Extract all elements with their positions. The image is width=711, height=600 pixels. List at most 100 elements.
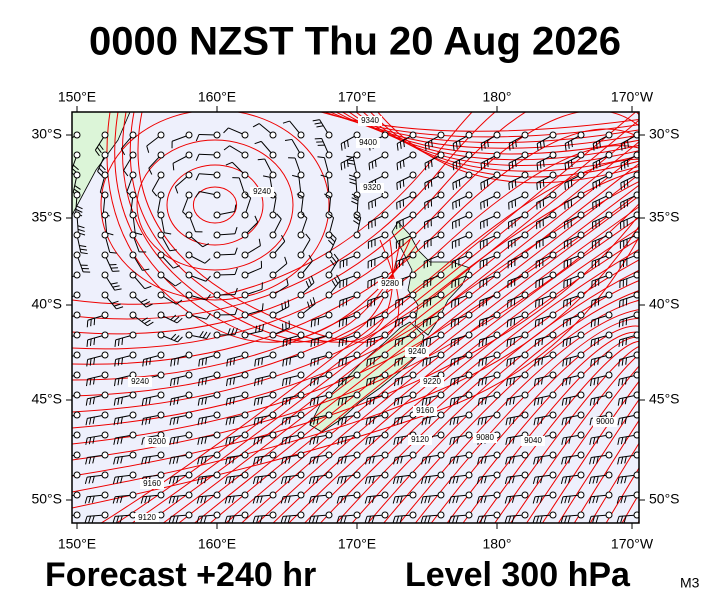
barb-feather (534, 339, 537, 347)
barb-feather (589, 437, 592, 445)
station (549, 171, 557, 179)
barb-feather (453, 417, 456, 425)
station (465, 391, 473, 399)
station (213, 211, 221, 219)
station (577, 451, 585, 459)
station (185, 351, 193, 359)
barb-feather (480, 476, 484, 484)
barb-feather (149, 357, 152, 365)
barb-feather (400, 397, 403, 405)
barb-feather (373, 377, 375, 385)
barb-feather (317, 377, 319, 385)
station (353, 311, 361, 319)
contour (72, 112, 639, 350)
station (465, 231, 473, 239)
barb-feather (399, 181, 402, 189)
contour-label-box (593, 417, 617, 427)
barb-feather (346, 159, 349, 167)
station (549, 271, 557, 279)
station (549, 291, 557, 299)
contour-label-box (360, 183, 384, 193)
station (213, 331, 221, 339)
station (521, 391, 529, 399)
barb-feather (66, 358, 67, 365)
contour (225, 195, 639, 523)
barb-feather (429, 357, 432, 365)
station (297, 311, 305, 319)
barb-feather (317, 318, 320, 326)
station (73, 131, 81, 139)
station (157, 211, 165, 219)
station (325, 271, 333, 279)
contour (367, 290, 639, 523)
barb-feather (393, 398, 396, 406)
barb-feather (509, 417, 512, 425)
barb-feather (349, 181, 357, 185)
station (185, 371, 193, 379)
contour-label: 9240 (131, 377, 149, 386)
barb-feather (481, 397, 484, 405)
barb-feather (450, 320, 453, 328)
barb-feather (506, 379, 508, 387)
barb-feather (91, 495, 95, 503)
station (633, 351, 639, 359)
station (353, 271, 361, 279)
barb-feather (369, 417, 372, 425)
barb-feather (459, 140, 461, 148)
barb-feather (287, 515, 291, 523)
station (129, 151, 137, 159)
barb-feather (455, 141, 458, 149)
station (73, 471, 81, 479)
barb-feather (617, 418, 620, 426)
barb-feather (57, 477, 59, 484)
barb-feather (72, 164, 79, 171)
barb-feather (144, 456, 148, 464)
station (157, 231, 165, 239)
station (381, 371, 389, 379)
barb-feather (454, 319, 456, 327)
station (101, 431, 109, 439)
station (437, 491, 445, 499)
barb-feather (449, 418, 452, 426)
barb-feather (91, 515, 95, 523)
station (577, 171, 585, 179)
barb-feather (145, 397, 148, 405)
barb-feather (312, 476, 316, 484)
barb-feather (113, 457, 116, 465)
barb-feather (113, 437, 116, 445)
station (409, 451, 417, 459)
station (129, 291, 137, 299)
station (577, 391, 585, 399)
right-label: 35°S (649, 209, 680, 225)
station (493, 231, 501, 239)
contour (72, 112, 496, 320)
station (73, 231, 81, 239)
barb-feather (172, 476, 176, 484)
station (493, 371, 501, 379)
barb-feather (148, 397, 151, 405)
barb-feather (229, 378, 232, 386)
station (549, 151, 557, 159)
barb-feather (568, 397, 571, 405)
barb-feather (66, 338, 67, 345)
barb-feather (393, 418, 396, 426)
barb-feather (536, 476, 540, 484)
barb-feather (170, 333, 177, 340)
barb-feather (86, 359, 89, 367)
barb-feather (506, 359, 509, 367)
barb-feather (331, 256, 337, 264)
station (157, 151, 165, 159)
station (129, 451, 137, 459)
barb-feather (289, 357, 292, 365)
barb-feather (513, 318, 516, 326)
left-label: 45°S (31, 391, 62, 407)
station (605, 131, 613, 139)
barb-feather (61, 477, 63, 484)
barb-feather (75, 208, 83, 213)
barb-feather (453, 397, 456, 405)
contour-label: 9040 (524, 436, 542, 445)
barb-feather (452, 182, 454, 190)
station (129, 191, 137, 199)
station (241, 211, 249, 219)
